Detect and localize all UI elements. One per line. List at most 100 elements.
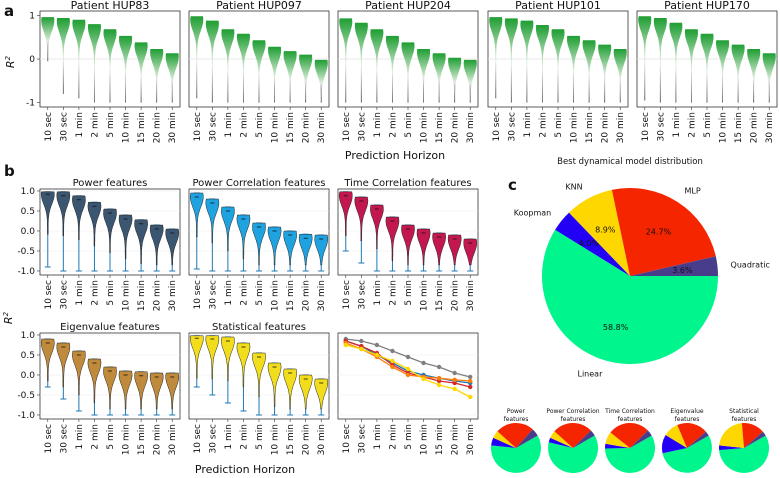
series-point (452, 386, 457, 392)
panel-a-xtick-label: 1 min (523, 112, 533, 138)
violin (716, 40, 730, 103)
violin (118, 370, 133, 410)
small-pie-title: features (675, 416, 700, 423)
violin (339, 18, 353, 103)
pie-slice (677, 423, 706, 448)
panel-a-xtick-label: 5 min (106, 112, 116, 138)
panel-a-xtick-label: 2 min (90, 112, 100, 138)
subplot-title: Power Correlation features (192, 178, 325, 189)
violin (338, 191, 353, 237)
series-point (359, 346, 364, 352)
violin (190, 335, 204, 379)
violin (149, 224, 164, 266)
series-point (421, 376, 426, 382)
panel-b-xtick-label: 10 sec (193, 280, 203, 310)
panel-a-xtick-label: 10 min (420, 112, 430, 143)
panel-a-xtick-label: 5 min (404, 112, 414, 138)
violin (638, 16, 652, 101)
panel-b-xtick-label: 1 min (75, 424, 85, 450)
panel-a-xtick-label: 2 min (538, 112, 548, 138)
violin (41, 17, 55, 62)
violin (87, 358, 102, 404)
panel-b-xtick-label: 1 min (224, 280, 234, 306)
small-pie-title: Power Correlation (546, 408, 599, 415)
subplot-title: Statistical features (212, 322, 306, 333)
panel-a-xtick-label: 20 min (302, 112, 312, 143)
panel-b-xtick-label: 30 min (168, 424, 178, 455)
panel-a-xtick-label: 10 min (719, 112, 729, 143)
panel-b-xlabel: Prediction Horizon (195, 463, 295, 476)
panel-b-xtick-label: 15 min (137, 424, 147, 455)
violin (354, 196, 369, 242)
pie-category-label: KNN (565, 183, 582, 192)
violin (205, 20, 219, 103)
violin (165, 53, 179, 103)
patient-subplot: Patient HUP170 10 sec 30 sec 1 min 2 min 5 mi… (636, 0, 778, 143)
violin (684, 29, 698, 103)
patient-subplot: Patient HUP097 10 sec 30 sec 1 min 2 min 5 mi… (188, 0, 330, 143)
violin (221, 206, 235, 252)
panel-b-xtick-label: 30 sec (59, 280, 69, 310)
violin (205, 198, 220, 244)
violin (298, 374, 313, 410)
panel-b-summary-xtick-label: 10 min (420, 424, 430, 455)
violin (149, 372, 164, 410)
violin (267, 226, 282, 266)
small-pie-title: Eigenvalue (670, 408, 703, 415)
panel-b-xtick-label: 10 min (420, 280, 430, 311)
panel-a-xtick-label: 30 min (317, 112, 327, 143)
panel-a-xtick-label: 10 min (271, 112, 281, 143)
panel-a-xtick-label: 30 sec (208, 112, 218, 142)
violin (416, 228, 431, 266)
violin (41, 338, 55, 382)
violin (56, 342, 71, 388)
series-point (421, 360, 426, 366)
series-point (359, 338, 364, 344)
violin (134, 371, 148, 410)
panel-a-xtick-label: 15 min (137, 112, 147, 143)
panel-b-xtick-label: 30 sec (208, 280, 218, 310)
pie-slice (719, 423, 744, 448)
panel-b-xtick-label: 30 sec (208, 424, 218, 454)
violin (669, 22, 683, 103)
panel-b-xtick-label: 2 min (239, 424, 249, 450)
panel-b-xtick-label: 10 min (122, 424, 132, 455)
violin (283, 51, 297, 103)
panel-a-xtick-label: 2 min (388, 112, 398, 138)
panel-a-xtick-label: 30 sec (656, 112, 666, 142)
subplot-title: Time Correlation features (343, 178, 471, 189)
small-pie-title: Time Correlation (604, 408, 655, 415)
violin (447, 234, 462, 266)
violin (354, 22, 368, 103)
series-point (468, 374, 473, 380)
violin (87, 201, 102, 247)
violin (520, 20, 534, 103)
panel-b-xtick-label: 1 min (75, 280, 85, 306)
violin (221, 29, 235, 103)
pie-slice (554, 422, 591, 448)
ytick-label: -0.5 (17, 247, 35, 257)
panel-b-summary-xtick-label: 10 sec (342, 424, 352, 454)
panel-a-xtick-label: 5 min (703, 112, 713, 138)
subplot-title: Patient HUP170 (664, 0, 750, 12)
panel-b-xtick-label: 2 min (90, 424, 100, 450)
pie-slice (741, 423, 763, 448)
panel-b-xtick-label: 15 min (137, 280, 147, 311)
panel-label-b: b (4, 162, 15, 180)
violin (747, 49, 761, 103)
violin (283, 368, 297, 410)
panel-b-xtick-label: 10 min (271, 280, 281, 311)
violin (165, 228, 179, 266)
violin (370, 29, 384, 103)
subplot-title: Patient HUP83 (71, 0, 150, 12)
panel-b-xtick-label: 30 sec (357, 280, 367, 310)
pie-category-label: MLP (684, 187, 700, 196)
violin (134, 42, 148, 103)
panel-label-a: a (4, 2, 14, 20)
panel-b-xtick-label: 10 sec (193, 424, 203, 454)
pie-slice (630, 430, 652, 448)
panel-b-xtick-label: 2 min (239, 280, 249, 306)
panel-a-xtick-label: 10 min (122, 112, 132, 143)
